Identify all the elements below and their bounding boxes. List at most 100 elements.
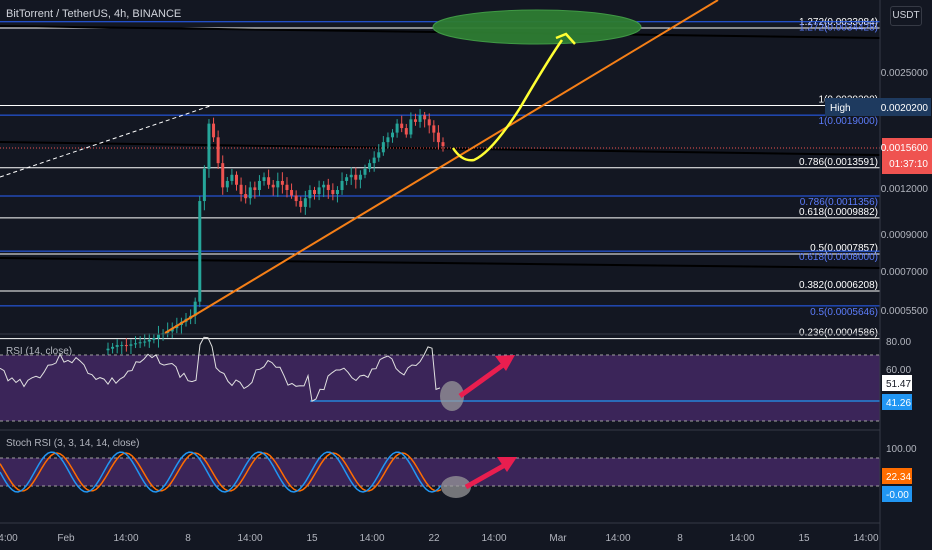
candle-body	[115, 345, 119, 347]
stoch-k-line	[0, 451, 442, 493]
candle-body	[418, 115, 422, 122]
orange-trendline[interactable]	[164, 0, 719, 334]
rsi-arrow	[458, 362, 505, 399]
chart-title: BitTorrent / TetherUS, 4h, BINANCE	[6, 8, 182, 20]
candle-body	[239, 184, 243, 195]
yellow-projection-path[interactable]	[451, 39, 564, 162]
rsi-value-box	[882, 375, 912, 391]
candle-body	[400, 123, 404, 129]
candle-body	[322, 184, 326, 188]
candle-body	[436, 132, 440, 143]
candle-body	[143, 341, 147, 343]
price-tick: 0.0007000	[881, 267, 929, 278]
candle-body	[381, 142, 385, 153]
current-price-box	[882, 138, 932, 174]
stoch-label: Stoch RSI (3, 3, 14, 14, close)	[6, 438, 140, 449]
time-axis-label: 14:00	[237, 533, 262, 544]
fib-label-blue: 1(0.0019000)	[819, 116, 879, 127]
channel-line-mid	[0, 141, 881, 156]
candle-body	[423, 115, 427, 120]
stoch-band	[0, 458, 880, 486]
candle-body	[313, 190, 317, 195]
candle-body	[404, 128, 408, 135]
candle-body	[432, 125, 436, 133]
high-label: High	[830, 103, 851, 114]
candle-body	[193, 301, 197, 316]
candle-body	[138, 342, 142, 344]
candle-body	[156, 334, 160, 339]
candle-body	[253, 187, 257, 191]
candle-body	[216, 137, 220, 164]
price-tick: 0.0025000	[881, 68, 929, 79]
rsi-tick: 80.00	[886, 337, 911, 348]
yellow-arrow-head	[555, 32, 576, 45]
time-axis[interactable]: 4:00 Feb 14:00 8 14:00 15 14:00 22 14:00 Mar 14:00…	[0, 533, 879, 544]
rsi-arrow-head	[495, 355, 515, 371]
rsi-tick: 60.00	[886, 365, 911, 376]
candle-body	[147, 339, 151, 342]
candle-body	[303, 198, 307, 207]
candle-body	[111, 346, 115, 349]
stoch-arrow	[464, 462, 507, 490]
fib-label-blue: 0.786(0.0011356)	[800, 197, 878, 208]
time-axis-label: 14:00	[729, 533, 754, 544]
time-axis-label: Mar	[549, 533, 567, 544]
high-value: 0.0020200	[881, 103, 929, 114]
candle-body	[202, 168, 206, 202]
time-axis-label: 14:00	[605, 533, 630, 544]
rsi-value: 51.47	[886, 379, 911, 390]
time-axis-label: 14:00	[481, 533, 506, 544]
candle-body	[299, 201, 303, 207]
candle-body	[331, 190, 335, 195]
candle-body	[409, 119, 413, 135]
currency-button[interactable]: USDT	[890, 6, 922, 26]
candle-body	[280, 180, 284, 185]
candle-body	[391, 132, 395, 138]
candles-group	[106, 109, 445, 358]
time-axis-label: 14:00	[853, 533, 878, 544]
stoch-tick: 100.00	[886, 444, 917, 455]
candle-body	[395, 123, 399, 133]
stoch-d-value: -0.00	[886, 490, 909, 501]
candle-body	[427, 119, 431, 126]
price-axis[interactable]: 0.0025000 0.0012000 0.0009000 0.0007000 …	[825, 68, 932, 502]
price-tick: 0.0005500	[881, 306, 929, 317]
candle-body	[290, 190, 294, 196]
stoch-k-box	[882, 468, 912, 484]
fib-label-white: 0.382(0.0006208)	[799, 280, 878, 291]
stoch-highlight-ellipse	[441, 476, 471, 498]
rsi-highlight-ellipse	[440, 381, 464, 411]
fib-label-white: 0.236(0.0004586)	[799, 328, 878, 339]
candle-body	[345, 177, 349, 181]
time-axis-label: 4:00	[0, 533, 18, 544]
price-tick: 0.0012000	[881, 184, 929, 195]
dashed-projection-line	[0, 105, 211, 178]
stoch-d-box	[882, 486, 912, 502]
fib-label-blue: 0.5(0.0005646)	[810, 307, 878, 318]
rsi-label: RSI (14, close)	[6, 346, 73, 357]
candle-body	[294, 195, 298, 202]
candle-body	[248, 187, 252, 199]
time-axis-label: 15	[306, 533, 318, 544]
fib-label-blue: 1.272(0.0034428)	[799, 23, 878, 34]
candle-body	[262, 177, 266, 181]
time-axis-label: 15	[798, 533, 810, 544]
candle-body	[349, 174, 353, 178]
high-label-box	[825, 98, 931, 116]
candle-body	[120, 345, 124, 347]
candle-body	[271, 184, 275, 188]
candle-body	[230, 174, 234, 181]
candle-body	[340, 180, 344, 191]
channel-line-lower	[0, 257, 881, 269]
candle-body	[152, 338, 156, 340]
candle-body	[234, 174, 238, 185]
target-zone-ellipse[interactable]	[432, 9, 642, 45]
candle-body	[441, 142, 445, 147]
fib-label-white: 0.618(0.0009882)	[799, 207, 878, 218]
candle-body	[358, 174, 362, 180]
candle-body	[386, 137, 390, 143]
candle-body	[129, 344, 133, 346]
candle-body	[354, 174, 358, 180]
candle-body	[308, 190, 312, 199]
